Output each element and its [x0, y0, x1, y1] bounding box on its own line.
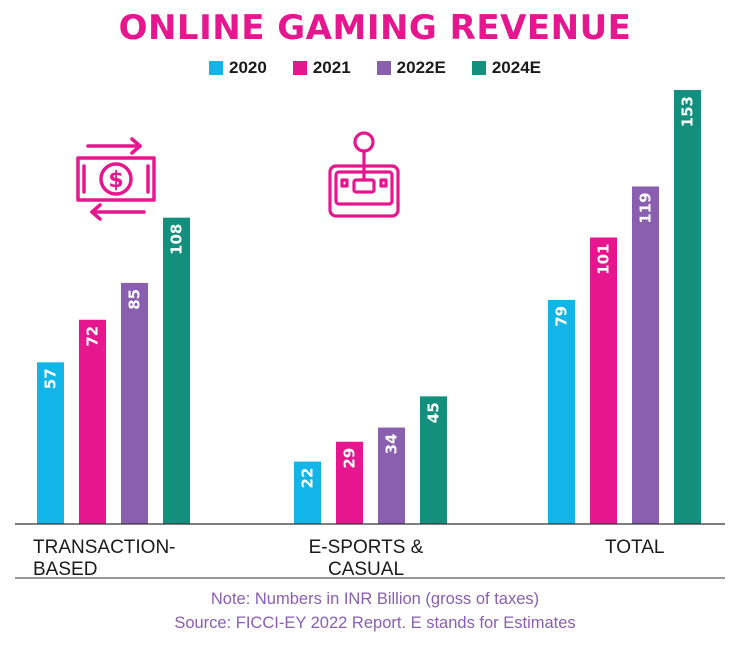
legend: 2020 2021 2022E 2024E	[0, 58, 750, 78]
data-label-2024e-cat2: 153	[679, 96, 697, 127]
legend-label: 2022E	[396, 58, 446, 77]
bar-2024e-cat2	[674, 90, 701, 524]
bar-2022e-cat0	[121, 282, 148, 524]
data-label-2020-cat1: 22	[299, 468, 317, 489]
bar-2020-cat1	[294, 461, 321, 524]
legend-item-2022e: 2022E	[376, 58, 446, 78]
data-label-2024e-cat0: 108	[168, 224, 186, 255]
legend-item-2024e: 2024E	[471, 58, 541, 78]
bar-2020-cat2	[548, 299, 575, 524]
data-label-2022e-cat1: 34	[383, 434, 401, 455]
data-label-2022e-cat0: 85	[126, 289, 144, 310]
data-label-2020-cat0: 57	[42, 368, 60, 389]
bar-2021-cat1	[336, 441, 363, 524]
bar-2020-cat0	[37, 362, 64, 524]
bar-2022e-cat1	[378, 427, 405, 524]
legend-swatch	[292, 61, 307, 75]
legend-swatch	[471, 61, 486, 75]
footer-note: Note: Numbers in INR Billion (gross of t…	[210, 590, 540, 608]
bars-group: 57 22 79 72 29 101 85 34 119 108 45 153	[37, 90, 701, 524]
dollar-sign: $	[108, 168, 123, 193]
legend-swatch	[376, 61, 391, 75]
data-label-2022e-cat2: 119	[637, 192, 655, 223]
money-transfer-icon: $	[76, 137, 156, 221]
joystick-icon	[328, 131, 400, 218]
footer-source: Source: FICCI-EY 2022 Report. E stands f…	[174, 614, 576, 632]
data-label-2021-cat1: 29	[341, 448, 359, 469]
data-label-2024e-cat1: 45	[425, 402, 443, 423]
category-label-esports-casual: E-SPORTS & CASUAL	[308, 537, 424, 580]
legend-label: 2021	[312, 58, 351, 77]
bar-2021-cat0	[79, 319, 106, 524]
legend-label: 2020	[229, 58, 267, 77]
bar-2021-cat2	[590, 237, 617, 524]
legend-item-2020: 2020	[209, 58, 267, 78]
legend-swatch	[209, 61, 223, 75]
legend-label: 2024E	[491, 58, 541, 77]
legend-item-2021: 2021	[292, 58, 351, 78]
bar-2024e-cat0	[163, 217, 190, 524]
bar-2024e-cat1	[420, 396, 447, 524]
data-label-2020-cat2: 79	[553, 306, 571, 327]
category-label-total: TOTAL	[605, 537, 665, 558]
chart-title: ONLINE GAMING REVENUE	[118, 8, 632, 48]
data-label-2021-cat2: 101	[595, 244, 613, 275]
data-label-2021-cat0: 72	[84, 326, 102, 347]
category-label-transaction-based: TRANSACTION- BASED	[33, 537, 176, 580]
bar-2022e-cat2	[632, 186, 659, 524]
